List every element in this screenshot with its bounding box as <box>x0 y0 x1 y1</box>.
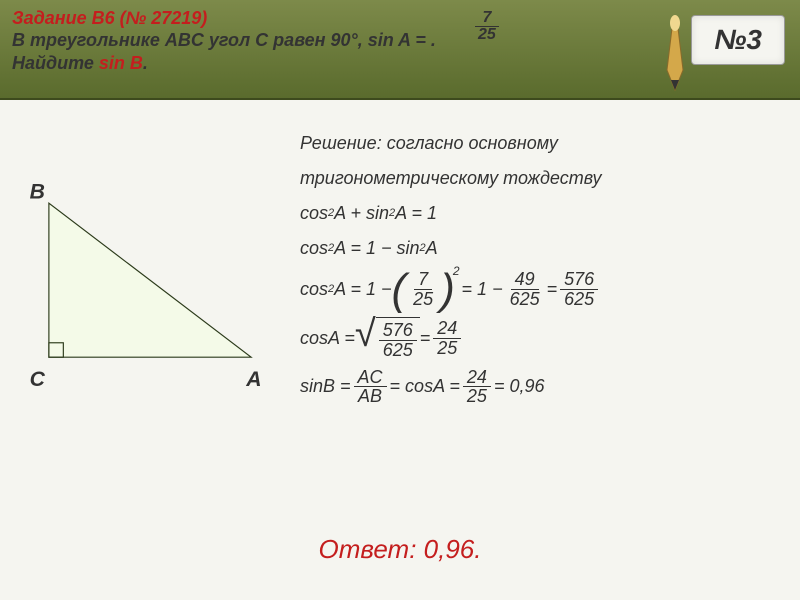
identity-line-2: cos2A = 1 − sin2A <box>300 235 780 262</box>
triangle-shape <box>49 203 251 357</box>
calc-line-5: sinB = ACAB = cosA = 2425 = 0,96 <box>300 368 780 407</box>
vertex-b: B <box>30 180 45 203</box>
vertex-a: A <box>245 368 261 391</box>
solution-text: Решение: согласно основному тригонометри… <box>300 130 780 415</box>
header-band: Задание B6 (№ 27219) В треугольнике ABC … <box>0 0 800 100</box>
answer-text: Ответ: 0,96. <box>0 534 800 565</box>
calc-line-3: cos2A = 1 − ( 725 )2 = 1 − 49625 = 57662… <box>300 270 780 309</box>
problem-text: В треугольнике ABC угол C равен 90°, sin… <box>12 30 436 50</box>
solution-intro-1: Решение: согласно основному <box>300 130 780 157</box>
given-fraction: 7 25 <box>475 10 499 43</box>
content-area: B C A Решение: согласно основному тригон… <box>0 100 800 415</box>
triangle-diagram: B C A <box>20 130 300 415</box>
calc-line-4: cosA = √ 576625 = 2425 <box>300 317 780 360</box>
slide-number-badge: №3 <box>691 15 785 65</box>
find-target: sin B <box>99 53 143 73</box>
sqrt-icon: √ 576625 <box>355 317 420 360</box>
identity-line-1: cos2A + sin2A = 1 <box>300 200 780 227</box>
vertex-c: C <box>30 368 46 391</box>
solution-intro-2: тригонометрическому тождеству <box>300 165 780 192</box>
find-suffix: . <box>143 53 148 73</box>
triangle-svg: B C A <box>20 160 280 410</box>
left-paren-icon: ( <box>392 272 407 307</box>
find-prefix: Найдите <box>12 53 99 73</box>
